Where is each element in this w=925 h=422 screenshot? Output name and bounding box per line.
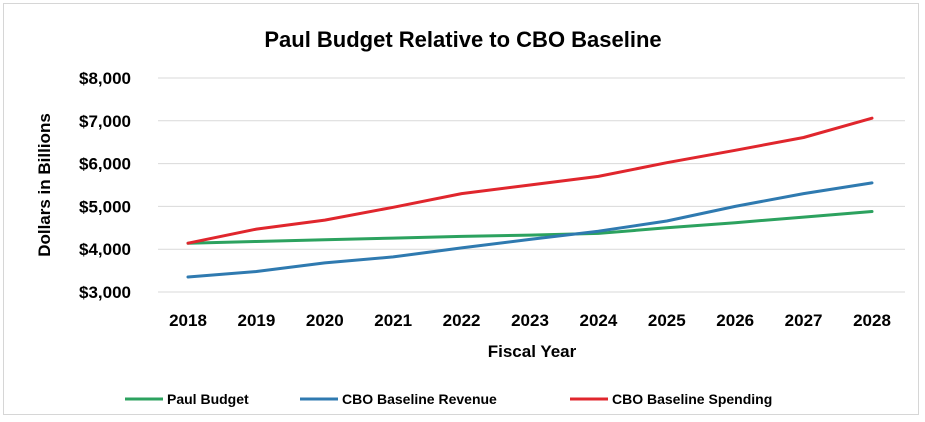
x-tick-label: 2027 xyxy=(785,311,823,330)
gridlines xyxy=(158,77,905,293)
y-tick-label: $4,000 xyxy=(79,240,131,259)
legend-label-paul-budget: Paul Budget xyxy=(167,391,249,407)
x-tick-label: 2028 xyxy=(853,311,891,330)
x-tick-label: 2023 xyxy=(511,311,549,330)
x-tick-label: 2021 xyxy=(374,311,412,330)
series-line-cbo-baseline-revenue xyxy=(186,181,874,279)
y-tick-label: $3,000 xyxy=(79,283,131,302)
y-axis-label: Dollars in Billions xyxy=(35,113,54,257)
x-tick-label: 2020 xyxy=(306,311,344,330)
x-axis-ticks: 2018 2019 2020 2021 2022 2023 2024 2025 2026 2027… xyxy=(169,311,891,330)
series-line-cbo-baseline-spending xyxy=(186,116,874,245)
series-line-paul-budget xyxy=(186,210,874,245)
y-tick-label: $8,000 xyxy=(79,69,131,88)
legend-label-cbo-baseline-spending: CBO Baseline Spending xyxy=(612,391,772,407)
legend: Paul Budget CBO Baseline Revenue CBO Basel… xyxy=(125,391,772,407)
x-axis-label: Fiscal Year xyxy=(488,342,577,361)
y-tick-label: $5,000 xyxy=(79,197,131,216)
x-tick-label: 2018 xyxy=(169,311,207,330)
y-tick-label: $6,000 xyxy=(79,155,131,174)
chart-frame xyxy=(3,3,919,415)
y-tick-label: $7,000 xyxy=(79,112,131,131)
legend-label-cbo-baseline-revenue: CBO Baseline Revenue xyxy=(342,391,497,407)
x-tick-label: 2025 xyxy=(648,311,686,330)
x-tick-label: 2019 xyxy=(237,311,275,330)
series-lines xyxy=(186,116,874,279)
x-tick-label: 2026 xyxy=(716,311,754,330)
y-axis-ticks: $3,000 $4,000 $5,000 $6,000 $7,000 $8,000 xyxy=(79,69,131,302)
x-tick-label: 2022 xyxy=(443,311,481,330)
x-tick-label: 2024 xyxy=(579,311,617,330)
chart-title: Paul Budget Relative to CBO Baseline xyxy=(264,27,661,52)
